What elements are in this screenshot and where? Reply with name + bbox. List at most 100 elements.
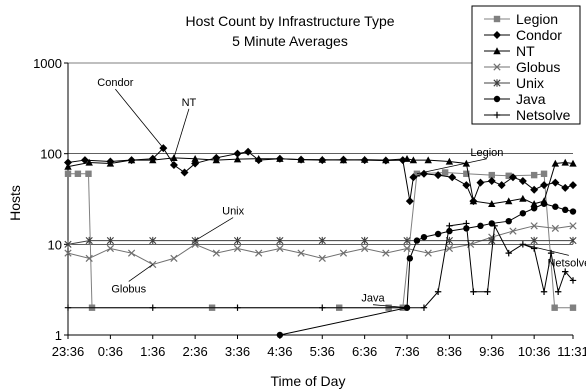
data-point-nt xyxy=(505,197,513,205)
data-point-java xyxy=(540,200,548,207)
x-tick-label: 2:36 xyxy=(182,344,207,359)
data-point-unix xyxy=(106,236,114,245)
data-point-unix xyxy=(361,236,369,245)
series-globus xyxy=(64,222,577,269)
legend-marker-nt xyxy=(493,47,501,55)
data-point-condor xyxy=(551,178,560,187)
x-tick-label: 10:36 xyxy=(518,344,551,359)
data-point-legion xyxy=(441,169,449,176)
data-point-condor xyxy=(244,147,253,156)
data-point-globus xyxy=(361,244,369,253)
data-point-nt xyxy=(127,156,136,164)
data-point-java xyxy=(488,220,495,227)
data-point-globus xyxy=(233,244,242,253)
data-point-legion xyxy=(505,172,512,180)
data-point-legion xyxy=(540,170,548,177)
data-point-nt xyxy=(339,156,348,164)
data-point-java xyxy=(562,206,569,214)
data-point-unix xyxy=(530,236,538,245)
data-point-nt xyxy=(297,155,305,163)
data-point-globus xyxy=(276,244,284,253)
series-unix xyxy=(64,236,577,249)
data-point-nt xyxy=(424,156,432,164)
data-point-globus xyxy=(569,222,577,230)
y-tick-label: 10 xyxy=(48,237,62,252)
annotation-leader-condor xyxy=(115,88,164,149)
data-point-netsolve xyxy=(420,304,428,311)
data-point-java xyxy=(552,203,559,210)
data-point-globus xyxy=(445,244,454,253)
data-point-nt xyxy=(569,159,577,167)
data-point-condor xyxy=(518,176,527,185)
annotation-leader-unix xyxy=(194,217,234,241)
data-point-netsolve xyxy=(484,288,491,295)
x-tick-label: 8:36 xyxy=(437,344,462,359)
data-point-condor xyxy=(409,173,418,182)
data-point-condor xyxy=(434,171,443,180)
data-point-nt xyxy=(409,156,418,164)
data-point-nt xyxy=(561,158,569,166)
data-point-legion xyxy=(530,171,538,179)
annotation-nt: NT xyxy=(182,97,197,109)
series-line-unix xyxy=(67,240,573,245)
series-line-java xyxy=(279,203,574,336)
data-point-netsolve xyxy=(540,288,548,295)
legend-label-condor: Condor xyxy=(516,27,562,43)
data-point-condor xyxy=(540,181,549,190)
data-point-globus xyxy=(509,227,517,235)
data-point-nt xyxy=(551,159,560,167)
data-point-legion xyxy=(413,170,421,177)
legend-box xyxy=(471,5,581,125)
annotation-java: Java xyxy=(361,293,385,305)
data-point-legion xyxy=(488,171,495,179)
data-point-nt xyxy=(469,197,478,205)
data-point-condor xyxy=(569,181,577,190)
data-point-condor xyxy=(530,185,539,194)
data-point-java xyxy=(420,233,428,241)
data-point-java xyxy=(477,222,484,230)
data-point-java xyxy=(406,255,414,262)
annotation-leader-legion xyxy=(416,158,487,175)
data-point-globus xyxy=(318,254,326,263)
x-tick-label: 6:36 xyxy=(352,344,377,359)
legend-item-condor: Condor xyxy=(484,27,562,43)
data-point-legion xyxy=(463,170,470,177)
data-point-globus xyxy=(339,249,348,257)
data-point-java xyxy=(519,210,527,217)
legend-marker-unix xyxy=(493,79,501,87)
data-point-unix xyxy=(149,236,157,245)
data-point-netsolve xyxy=(149,304,156,311)
annotation-leader-nt xyxy=(173,108,190,158)
legend-item-unix: Unix xyxy=(484,75,544,91)
data-point-condor xyxy=(169,160,178,169)
data-point-condor xyxy=(180,168,189,177)
data-point-nt xyxy=(530,200,538,207)
data-point-netsolve xyxy=(446,222,453,230)
data-point-nt xyxy=(403,155,411,162)
legend-label-java: Java xyxy=(516,91,546,107)
data-point-netsolve xyxy=(463,220,470,227)
data-point-java xyxy=(463,225,470,232)
legend-item-legion: Legion xyxy=(484,11,558,27)
x-tick-label: 11:31 xyxy=(557,344,586,359)
data-point-nt xyxy=(149,156,157,164)
x-tick-label: 1:36 xyxy=(140,344,165,359)
data-point-nt xyxy=(360,155,369,163)
data-point-nt xyxy=(85,158,93,166)
annotation-condor: Condor xyxy=(97,77,133,89)
data-point-condor xyxy=(487,176,496,185)
data-point-netsolve xyxy=(530,245,538,252)
data-point-unix xyxy=(318,236,326,245)
series-line-nt xyxy=(67,157,574,205)
data-point-java xyxy=(434,230,442,238)
x-axis-title: Time of Day xyxy=(271,373,346,389)
data-point-condor xyxy=(561,183,570,192)
data-point-nt xyxy=(445,157,454,165)
data-point-java xyxy=(505,217,512,225)
legend-item-netsolve: Netsolve xyxy=(484,107,571,123)
data-point-condor xyxy=(64,158,72,167)
data-point-legion xyxy=(64,170,72,177)
